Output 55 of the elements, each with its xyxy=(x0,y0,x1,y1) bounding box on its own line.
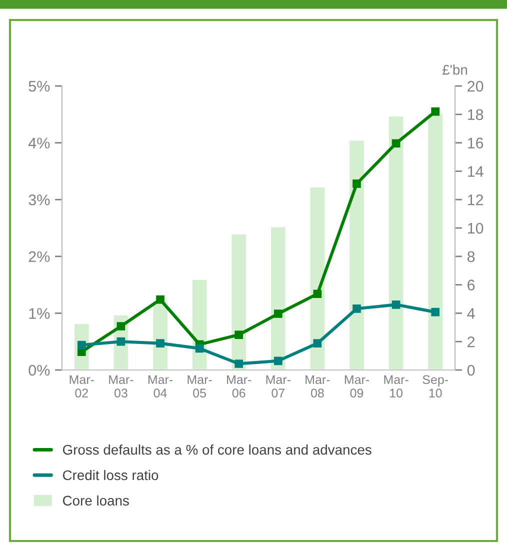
point xyxy=(116,337,126,346)
y2-tick-label: 14 xyxy=(468,166,484,177)
x-tick-label: Mar- 04 xyxy=(148,375,173,398)
y-tick-label: 1% xyxy=(29,308,50,319)
y2-tick-label: 2 xyxy=(468,336,475,348)
y2-tick-label: 16 xyxy=(468,138,484,148)
point xyxy=(431,107,440,116)
bar xyxy=(426,112,444,370)
bar xyxy=(308,186,326,370)
x-tick-label: Sep- 10 xyxy=(422,375,448,398)
y2-tick-label: 8 xyxy=(467,251,475,262)
point xyxy=(274,310,282,318)
point xyxy=(156,295,164,304)
point xyxy=(352,304,361,313)
point xyxy=(313,339,322,348)
x-tick-label: Mar- 07 xyxy=(266,375,290,398)
y-tick-label: 5% xyxy=(28,80,50,92)
x-tick-label: Mar- 09 xyxy=(344,375,370,398)
y2-axis-title: £'bn xyxy=(442,64,468,75)
y2-tick-label: 10 xyxy=(468,222,484,234)
legend-label: Core loans xyxy=(62,495,129,506)
x-tick-label: Mar- 06 xyxy=(227,375,252,398)
bar xyxy=(270,226,287,370)
point xyxy=(392,300,400,309)
point xyxy=(352,180,361,188)
bar xyxy=(230,232,248,370)
y2-tick-label: 4 xyxy=(467,308,475,319)
point xyxy=(313,290,322,298)
point xyxy=(195,344,204,353)
y-tick-label: 0% xyxy=(28,364,50,376)
legend-label: Credit loss ratio xyxy=(62,470,158,480)
point xyxy=(234,330,244,339)
y2-tick-label: 0 xyxy=(467,364,475,376)
point xyxy=(392,139,400,148)
x-tick-label: Mar- 02 xyxy=(70,375,94,398)
y2-tick-label: 6 xyxy=(468,280,475,290)
x-tick-label: Mar- 03 xyxy=(109,375,134,398)
y2-tick-label: 18 xyxy=(468,109,484,120)
x-tick-label: Mar- 05 xyxy=(188,375,212,398)
point xyxy=(77,340,86,350)
y-tick-label: 3% xyxy=(28,194,50,206)
point xyxy=(431,308,440,316)
x-tick-label: Mar- 08 xyxy=(306,375,330,398)
point xyxy=(116,322,126,330)
y2-tick-label: 20 xyxy=(468,80,484,92)
y-tick-label: 4% xyxy=(28,138,50,148)
point xyxy=(274,356,282,366)
bar xyxy=(387,115,405,370)
point xyxy=(156,339,164,348)
x-tick-label: Mar- 10 xyxy=(384,375,408,398)
y-tick-label: 2% xyxy=(28,251,50,262)
legend-label: Gross defaults as a % of core loans and advances xyxy=(62,444,372,455)
y2-tick-label: 12 xyxy=(468,194,484,206)
bar xyxy=(348,139,366,370)
point xyxy=(234,360,244,368)
